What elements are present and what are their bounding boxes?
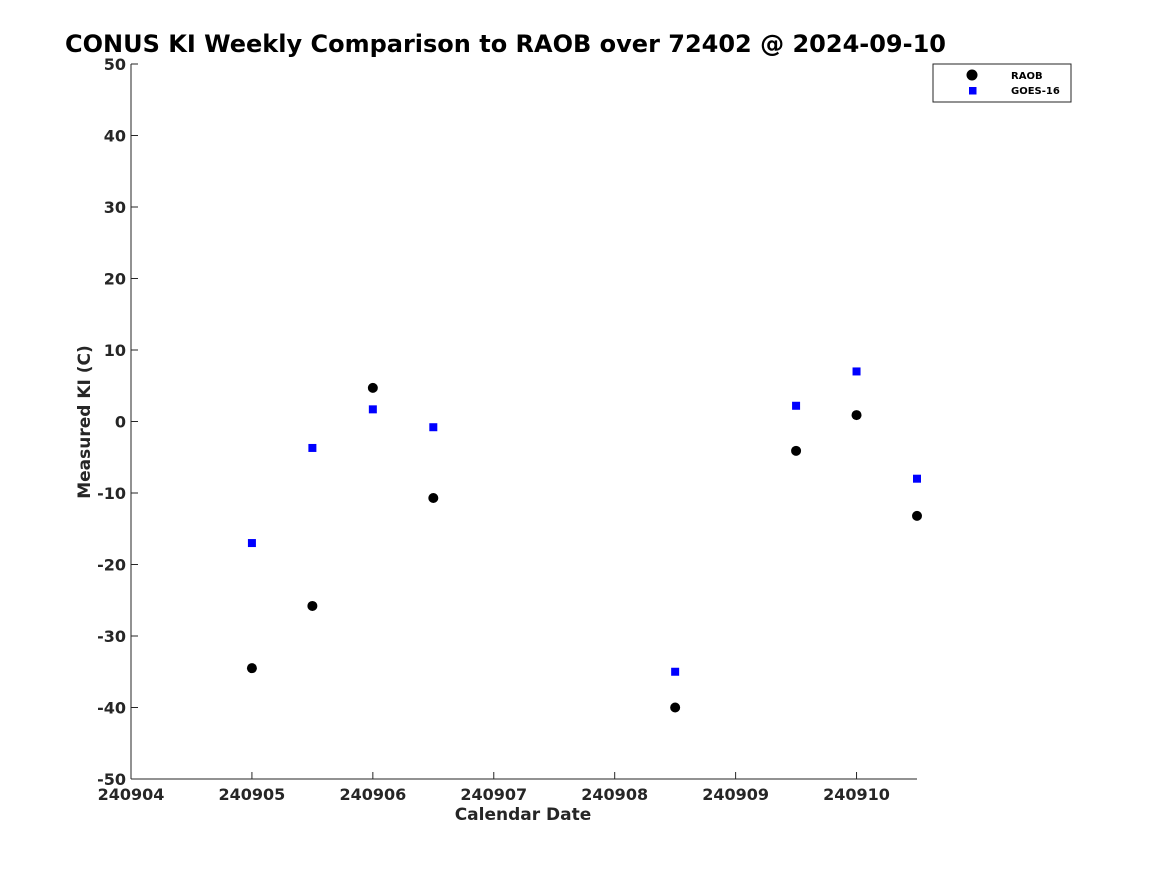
y-tick-label: 10 xyxy=(104,341,126,360)
data-point-raob xyxy=(428,493,439,504)
x-tick-label: 240908 xyxy=(581,785,648,804)
data-point-raob xyxy=(912,510,922,521)
y-axis-ticks: 50 40 30 20 10 0 -10 -20 -30 -40 -50 xyxy=(97,55,138,789)
data-point-goes-16 xyxy=(852,367,861,376)
data-point-goes-16 xyxy=(671,667,680,676)
x-tick-label: 240905 xyxy=(219,785,286,804)
data-point-goes-16 xyxy=(308,443,317,452)
legend-label-raob: RAOB xyxy=(1011,71,1043,82)
y-tick-label: 40 xyxy=(104,127,126,146)
y-tick-label: 20 xyxy=(104,270,126,289)
data-point-raob xyxy=(367,382,378,393)
x-tick-label: 240910 xyxy=(823,785,890,804)
y-axis-label: Measured KI (C) xyxy=(75,345,95,499)
data-point-goes-16 xyxy=(792,401,801,410)
x-axis-ticks: 240904 240905 240906 240907 240908 240909 2409… xyxy=(98,772,890,804)
y-tick-label: 30 xyxy=(104,198,126,217)
legend: RAOB GOES-16 xyxy=(932,63,1072,103)
y-tick-label: -50 xyxy=(97,770,126,789)
data-point-raob xyxy=(791,445,802,456)
y-tick-label: -20 xyxy=(97,556,126,575)
x-tick-label: 240907 xyxy=(460,785,527,804)
data-point-raob xyxy=(670,702,681,713)
data-point-raob xyxy=(246,663,257,674)
x-tick-label: 240904 xyxy=(98,785,165,804)
data-point-goes-16 xyxy=(913,474,921,483)
data-point-raob xyxy=(307,600,318,611)
legend-marker-raob xyxy=(966,69,978,81)
data-point-goes-16 xyxy=(368,405,377,414)
x-axis-label: Calendar Date xyxy=(455,805,592,825)
y-tick-label: -40 xyxy=(97,699,126,718)
x-tick-label: 240906 xyxy=(339,785,406,804)
data-point-goes-16 xyxy=(247,539,256,548)
data-point-raob xyxy=(851,410,862,421)
legend-label-goes-16: GOES-16 xyxy=(1011,86,1060,97)
data-point-goes-16 xyxy=(429,423,438,432)
data-points xyxy=(246,367,922,713)
legend-box xyxy=(932,63,1072,103)
x-tick-label: 240909 xyxy=(702,785,769,804)
legend-marker-goes-16 xyxy=(969,87,977,95)
chart-title: CONUS KI Weekly Comparison to RAOB over … xyxy=(65,30,946,58)
y-tick-label: 0 xyxy=(115,413,126,432)
y-tick-label: 50 xyxy=(104,55,126,74)
y-tick-label: -30 xyxy=(97,627,126,646)
y-tick-label: -10 xyxy=(97,484,126,503)
